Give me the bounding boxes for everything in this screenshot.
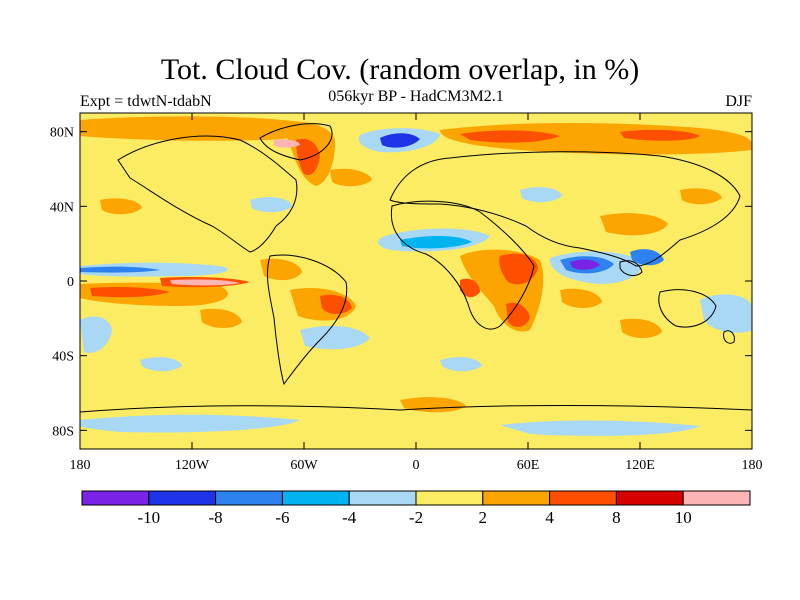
longitude-axis: 180 120W 60W 0 60E 120E 180	[70, 113, 763, 473]
lat-tick-label: 0	[67, 275, 74, 290]
anomaly-field	[80, 116, 752, 436]
experiment-label: Expt = tdwtN-tdabN	[80, 93, 212, 110]
colorbar-label: -8	[209, 508, 223, 527]
lon-tick-label: 60E	[517, 458, 540, 473]
lat-tick-label: 40N	[50, 200, 74, 215]
colorbar-label: -6	[275, 508, 289, 527]
colorbar-swatch	[682, 490, 751, 506]
season-label: DJF	[725, 93, 752, 110]
colorbar-swatch	[549, 490, 617, 506]
colorbar: -10 -8 -6 -4 -2 2 4 8 10	[81, 490, 751, 527]
lon-tick-label: 120E	[625, 458, 655, 473]
lat-tick-label: 40S	[52, 350, 74, 365]
lon-tick-label: 0	[413, 458, 420, 473]
lat-tick-label: 80N	[50, 126, 74, 141]
colorbar-swatch	[415, 490, 484, 506]
lat-tick-label: 80S	[52, 424, 74, 439]
colorbar-label: 4	[545, 508, 554, 527]
colorbar-swatch	[215, 490, 283, 506]
colorbar-swatch	[148, 490, 217, 506]
chart-title: Tot. Cloud Cov. (random overlap, in %)	[160, 53, 640, 86]
latitude-axis: 80N 40N 0 40S 80S	[50, 126, 752, 439]
colorbar-label: -10	[137, 508, 160, 527]
lon-tick-label: 120W	[175, 458, 210, 473]
colorbar-swatch	[482, 490, 551, 506]
colorbar-label: 8	[612, 508, 621, 527]
coastlines	[80, 123, 752, 413]
colorbar-label: 2	[479, 508, 488, 527]
lon-tick-label: 60W	[290, 458, 318, 473]
colorbar-swatch	[348, 490, 417, 506]
colorbar-label: -2	[409, 508, 423, 527]
colorbar-swatch	[81, 490, 150, 506]
lon-tick-label: 180	[70, 458, 91, 473]
colorbar-label: -4	[342, 508, 357, 527]
chart-subtitle: 056kyr BP - HadCM3M2.1	[328, 88, 504, 105]
colorbar-swatch	[615, 490, 684, 506]
colorbar-label: 10	[675, 508, 692, 527]
lon-tick-label: 180	[742, 458, 763, 473]
colorbar-swatch	[281, 490, 350, 506]
